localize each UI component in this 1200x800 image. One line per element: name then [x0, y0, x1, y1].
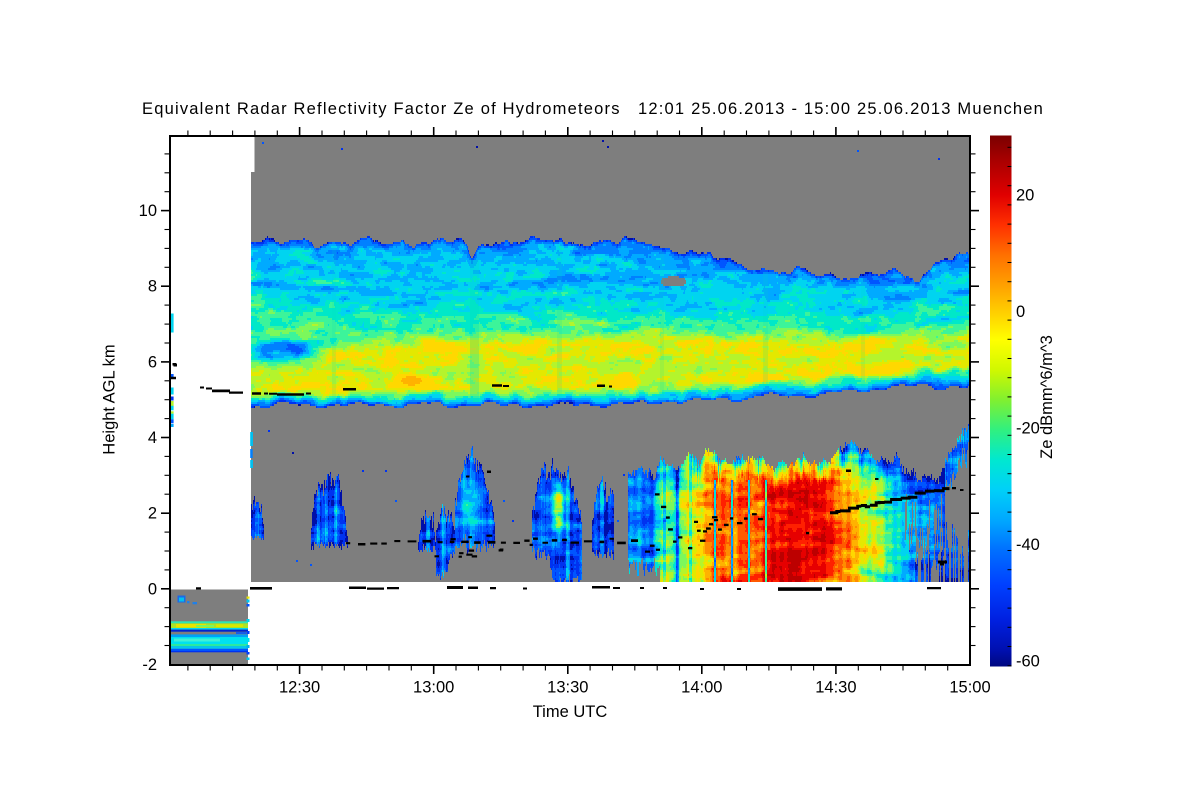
svg-text:8: 8	[148, 278, 157, 296]
svg-text:-2: -2	[142, 656, 157, 674]
svg-text:6: 6	[148, 353, 157, 371]
svg-text:-60: -60	[1016, 653, 1040, 671]
svg-text:Height AGL km: Height AGL km	[101, 344, 119, 454]
svg-text:-20: -20	[1016, 420, 1040, 438]
svg-text:13:00: 13:00	[413, 679, 454, 697]
svg-text:13:30: 13:30	[547, 679, 588, 697]
svg-text:15:00: 15:00	[949, 679, 990, 697]
svg-text:2: 2	[148, 505, 157, 523]
svg-text:-40: -40	[1016, 536, 1040, 554]
svg-text:4: 4	[148, 429, 157, 447]
svg-text:Time UTC: Time UTC	[533, 703, 608, 721]
svg-text:Ze dBmm^6/m^3: Ze dBmm^6/m^3	[1038, 335, 1056, 459]
svg-text:Equivalent Radar Reflectivity: Equivalent Radar Reflectivity Factor Ze …	[142, 100, 1044, 118]
svg-text:12:30: 12:30	[279, 679, 320, 697]
svg-text:0: 0	[1016, 303, 1025, 321]
svg-text:14:00: 14:00	[681, 679, 722, 697]
svg-text:20: 20	[1016, 187, 1034, 205]
svg-text:0: 0	[148, 580, 157, 598]
svg-text:14:30: 14:30	[815, 679, 856, 697]
svg-text:10: 10	[139, 202, 157, 220]
